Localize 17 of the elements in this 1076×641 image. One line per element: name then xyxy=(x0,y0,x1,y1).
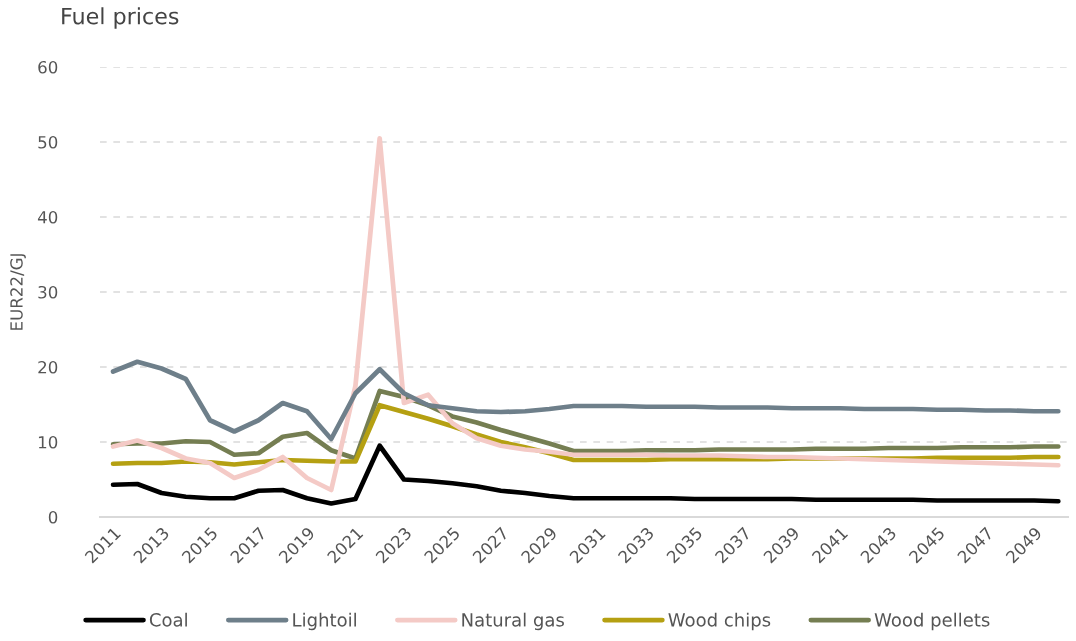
legend-label: Wood chips xyxy=(668,612,771,631)
y-tick-label: 50 xyxy=(38,135,58,149)
line-series xyxy=(110,135,1061,493)
legend-label: Lightoil xyxy=(293,612,356,631)
y-tick-label: 60 xyxy=(38,60,58,74)
legend-label: Wood pellets xyxy=(874,612,990,631)
y-tick-label: 20 xyxy=(38,360,58,374)
legend-label: Natural gas xyxy=(462,612,564,631)
line-series xyxy=(110,359,1061,442)
legend-label: Coal xyxy=(149,612,187,627)
y-tick-label: 0 xyxy=(48,510,58,524)
y-axis-title: EUR22/GJ xyxy=(10,254,26,330)
y-tick-label: 10 xyxy=(38,435,58,449)
y-tick-label: 30 xyxy=(38,285,58,299)
y-tick-label: 40 xyxy=(37,210,58,224)
chart-title: Fuel prices xyxy=(62,7,179,29)
line-series xyxy=(110,443,1061,506)
